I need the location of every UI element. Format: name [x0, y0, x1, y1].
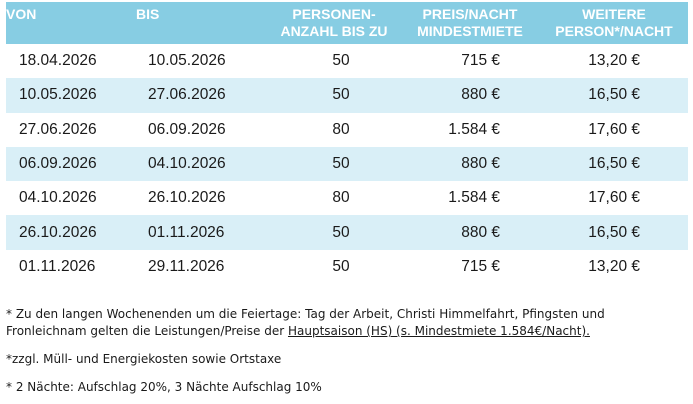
header-personenanzahl: PERSONEN- ANZAHL BIS ZU	[268, 2, 400, 44]
cell-weitere: 16,50 €	[540, 215, 688, 250]
cell-preis: 880 €	[400, 146, 540, 182]
table-row: 04.10.2026 26.10.2026 80 1.584 € 17,60 €	[6, 181, 688, 215]
table-row: 18.04.2026 10.05.2026 50 715 € 13,20 €	[6, 44, 688, 78]
cell-weitere: 17,60 €	[588, 120, 640, 138]
cell-weitere: 17,60 €	[588, 189, 640, 207]
cell-von: 26.10.2026	[6, 215, 132, 250]
cell-personen: 50	[268, 78, 400, 113]
table-row: 27.06.2026 06.09.2026 80 1.584 € 17,60 €	[6, 113, 688, 147]
header-preis-nacht: PREIS/NACHT MINDESTMIETE	[400, 2, 540, 44]
cell-personen: 80	[332, 189, 350, 207]
cell-bis: 04.10.2026	[132, 146, 268, 182]
header-weitere-line2: PERSON*/NACHT	[555, 23, 673, 39]
footnote-holidays-text: * Zu den langen Wochenenden um die Feier…	[6, 307, 605, 338]
cell-personen: 50	[268, 146, 400, 182]
header-bis: BIS	[132, 2, 268, 44]
header-preis-line2: MINDESTMIETE	[417, 23, 523, 39]
footnote-holidays: * Zu den langen Wochenenden um die Feier…	[6, 306, 688, 340]
footnote-extra-costs: *zzgl. Müll- und Energiekosten sowie Ort…	[6, 352, 282, 366]
cell-von: 04.10.2026	[19, 189, 97, 207]
cell-weitere: 16,50 €	[540, 146, 688, 182]
hauptsaison-link[interactable]: Hauptsaison (HS) (s. Mindestmiete 1.584€…	[287, 324, 590, 338]
cell-weitere: 13,20 €	[588, 257, 640, 275]
cell-preis: 715 €	[461, 257, 500, 275]
table-row: 01.11.2026 29.11.2026 50 715 € 13,20 €	[6, 250, 688, 284]
cell-preis: 1.584 €	[448, 120, 500, 138]
cell-weitere: 16,50 €	[540, 78, 688, 113]
footnotes: * Zu den langen Wochenenden um die Feier…	[6, 306, 688, 396]
cell-bis: 10.05.2026	[148, 52, 226, 70]
header-preis-line1: PREIS/NACHT	[422, 6, 518, 22]
cell-personen: 50	[332, 257, 350, 275]
table-row: 06.09.2026 04.10.2026 50 880 € 16,50 €	[6, 146, 688, 182]
cell-von: 06.09.2026	[6, 146, 132, 182]
footnote-surcharge: * 2 Nächte: Aufschlag 20%, 3 Nächte Aufs…	[6, 380, 322, 394]
cell-personen: 50	[268, 215, 400, 250]
header-personenanzahl-line2: ANZAHL BIS ZU	[280, 23, 388, 39]
cell-von: 27.06.2026	[19, 120, 97, 138]
table-header-row: VON BIS PERSONEN- ANZAHL BIS ZU PREIS/NA…	[6, 2, 688, 44]
cell-von: 18.04.2026	[19, 52, 97, 70]
price-table: VON BIS PERSONEN- ANZAHL BIS ZU PREIS/NA…	[6, 2, 688, 284]
cell-von: 01.11.2026	[19, 257, 96, 275]
header-weitere-person: WEITERE PERSON*/NACHT	[540, 2, 688, 44]
cell-bis: 27.06.2026	[132, 78, 268, 113]
cell-preis: 1.584 €	[448, 189, 500, 207]
header-personenanzahl-line1: PERSONEN-	[292, 6, 376, 22]
table-row: 26.10.2026 01.11.2026 50 880 € 16,50 €	[6, 215, 688, 250]
cell-personen: 80	[332, 120, 350, 138]
cell-preis: 880 €	[400, 78, 540, 113]
cell-bis: 26.10.2026	[148, 189, 226, 207]
cell-bis: 01.11.2026	[132, 215, 268, 250]
cell-preis: 715 €	[461, 52, 500, 70]
cell-preis: 880 €	[400, 215, 540, 250]
cell-bis: 06.09.2026	[148, 120, 226, 138]
cell-personen: 50	[332, 52, 350, 70]
cell-weitere: 13,20 €	[588, 52, 640, 70]
cell-von: 10.05.2026	[6, 78, 132, 113]
header-von: VON	[6, 2, 132, 44]
header-weitere-line1: WEITERE	[582, 6, 646, 22]
table-row: 10.05.2026 27.06.2026 50 880 € 16,50 €	[6, 78, 688, 113]
cell-bis: 29.11.2026	[148, 257, 225, 275]
